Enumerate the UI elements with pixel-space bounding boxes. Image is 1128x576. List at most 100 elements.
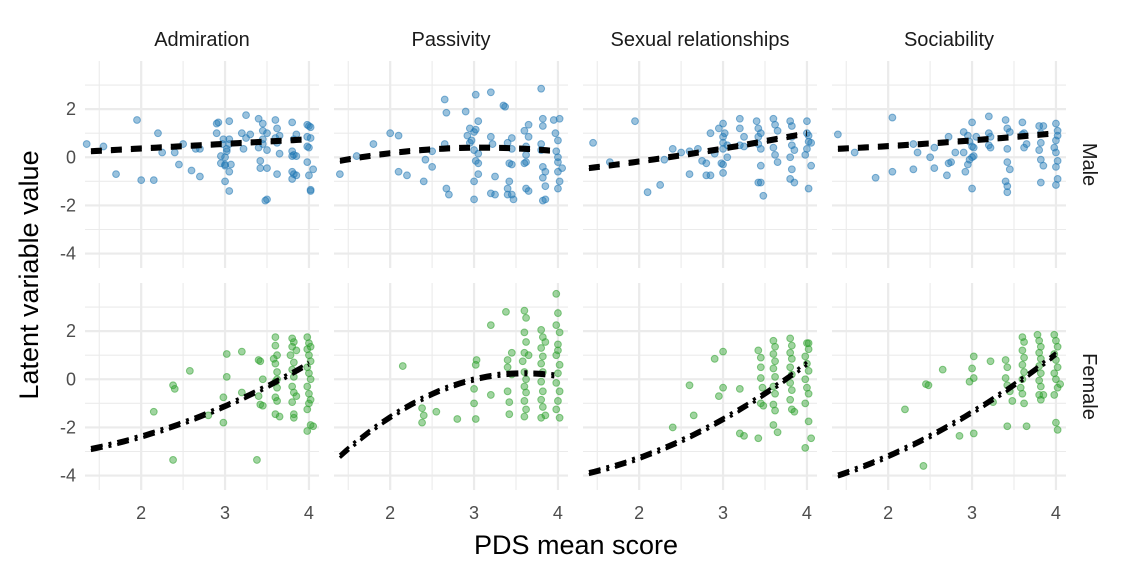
data-point xyxy=(537,377,546,386)
fit-line xyxy=(90,360,310,450)
data-point xyxy=(1039,391,1048,399)
fit-line xyxy=(837,130,1057,149)
data-point xyxy=(520,126,529,135)
panel-female-sexual-relationships: 2 3 4 xyxy=(583,283,817,523)
data-point xyxy=(871,173,880,182)
data-point xyxy=(225,117,234,126)
data-point xyxy=(273,397,281,405)
data-point xyxy=(790,407,799,416)
data-point xyxy=(555,328,564,337)
data-point xyxy=(969,374,978,382)
panel-female-sociability: 2 3 4 Female xyxy=(832,283,1100,523)
data-point xyxy=(698,156,706,165)
data-point xyxy=(175,160,183,169)
data-point xyxy=(1035,122,1044,130)
data-point xyxy=(554,369,562,378)
data-point xyxy=(1020,338,1028,346)
data-point xyxy=(947,158,955,166)
data-point xyxy=(170,148,179,157)
x-tick-label: 3 xyxy=(967,503,977,523)
data-point xyxy=(82,140,91,148)
data-point xyxy=(786,334,795,343)
data-point xyxy=(1050,391,1059,399)
data-point xyxy=(488,140,497,148)
data-point xyxy=(790,146,799,154)
data-point xyxy=(984,112,993,121)
data-point xyxy=(538,387,547,396)
data-point xyxy=(1001,356,1010,364)
data-point xyxy=(773,428,782,437)
data-point xyxy=(352,152,361,160)
data-point xyxy=(786,363,795,372)
data-point xyxy=(756,363,765,372)
data-point xyxy=(306,187,315,195)
data-point xyxy=(803,117,811,126)
data-point xyxy=(1018,360,1027,369)
data-point xyxy=(1035,146,1044,154)
data-point xyxy=(501,102,509,111)
data-point xyxy=(1005,128,1014,136)
fit-line xyxy=(837,351,1057,476)
data-point xyxy=(428,163,437,171)
data-point xyxy=(771,389,779,398)
data-point xyxy=(1003,363,1012,372)
data-point xyxy=(888,167,897,176)
data-point xyxy=(969,352,978,361)
data-point xyxy=(505,177,514,186)
x-tick-label: 4 xyxy=(802,503,812,523)
y-tick-label: -2 xyxy=(60,417,76,437)
data-point xyxy=(305,399,313,408)
panel-female-admiration: 2 3 4 2 0 -2 -4 xyxy=(60,283,319,523)
data-point xyxy=(955,431,964,440)
panel-male-passivity: Passivity xyxy=(334,29,568,268)
data-point xyxy=(474,149,483,158)
data-point xyxy=(756,178,765,187)
data-point xyxy=(771,357,779,366)
fit-line xyxy=(339,144,559,161)
data-point xyxy=(801,150,810,159)
data-point xyxy=(225,167,234,176)
data-point xyxy=(271,116,280,124)
data-point xyxy=(554,184,562,193)
data-point xyxy=(969,143,978,152)
data-point xyxy=(901,405,909,414)
x-tick-label: 3 xyxy=(220,503,230,523)
data-point xyxy=(538,122,547,130)
fit-line xyxy=(588,130,808,169)
data-point xyxy=(930,143,939,152)
data-point xyxy=(1036,178,1045,187)
data-point xyxy=(1008,397,1017,405)
data-point xyxy=(222,147,231,156)
facet-column-label: Admiration xyxy=(154,29,250,51)
data-point xyxy=(801,352,810,361)
data-point xyxy=(555,387,564,396)
data-point xyxy=(719,169,727,177)
data-point xyxy=(273,170,281,179)
data-point xyxy=(419,411,428,420)
data-point xyxy=(470,177,478,186)
fit-line xyxy=(588,360,808,474)
data-point xyxy=(369,140,378,148)
data-point xyxy=(1039,161,1048,170)
data-point xyxy=(520,306,529,315)
data-point xyxy=(256,164,265,173)
data-point xyxy=(467,136,476,145)
data-point xyxy=(723,153,732,162)
data-point xyxy=(486,321,495,330)
data-point xyxy=(951,148,960,157)
fit-line xyxy=(338,373,559,459)
data-point xyxy=(187,166,196,175)
data-point xyxy=(292,152,301,160)
data-point xyxy=(474,170,483,179)
x-tick-label: 2 xyxy=(385,503,395,523)
panel-female-passivity: 2 3 4 xyxy=(334,283,568,523)
data-point xyxy=(1003,144,1012,153)
data-point xyxy=(292,392,301,401)
data-point xyxy=(790,178,799,187)
data-point xyxy=(538,403,547,411)
data-point xyxy=(801,399,810,408)
data-point xyxy=(754,434,763,443)
data-point xyxy=(541,182,550,191)
fit-line xyxy=(90,139,309,155)
data-point xyxy=(807,138,816,147)
